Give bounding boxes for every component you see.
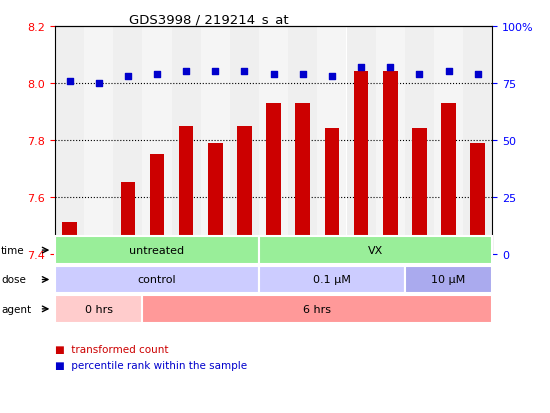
Bar [113, 27, 142, 254]
Text: GDS3998 / 219214_s_at: GDS3998 / 219214_s_at [129, 13, 289, 26]
Point [182, 69, 191, 76]
Bar [412, 129, 427, 254]
Text: time: time [1, 245, 25, 256]
Text: dose: dose [1, 275, 26, 285]
Bar [91, 243, 106, 254]
Bar [120, 183, 135, 254]
Point [444, 69, 453, 76]
Point [65, 78, 74, 85]
Point [270, 71, 278, 78]
Bar [172, 27, 201, 254]
Text: control: control [138, 275, 177, 285]
Text: ■  percentile rank within the sample: ■ percentile rank within the sample [55, 361, 247, 370]
Bar [324, 129, 339, 254]
Bar [376, 27, 405, 254]
Bar [470, 143, 485, 254]
Point [473, 71, 482, 78]
Bar [295, 104, 310, 254]
Text: 0 hrs: 0 hrs [85, 304, 113, 314]
Bar [259, 27, 288, 254]
Text: 6 hrs: 6 hrs [304, 304, 331, 314]
Bar [237, 126, 252, 254]
Text: untreated: untreated [129, 245, 185, 256]
Text: agent: agent [1, 304, 31, 314]
Point [415, 71, 424, 78]
Text: ■  transformed count: ■ transformed count [55, 344, 168, 354]
Point [356, 64, 365, 71]
Point [95, 80, 103, 87]
Bar [266, 104, 281, 254]
Bar [150, 154, 164, 254]
Point [240, 69, 249, 76]
Text: VX: VX [368, 245, 383, 256]
Point [298, 71, 307, 78]
Text: 0.1 μM: 0.1 μM [313, 275, 351, 285]
Bar [62, 223, 77, 254]
Bar [142, 27, 172, 254]
Bar [463, 27, 492, 254]
Bar [434, 27, 463, 254]
Bar [288, 27, 317, 254]
Bar [201, 27, 230, 254]
Text: 10 μM: 10 μM [431, 275, 466, 285]
Bar [230, 27, 259, 254]
Bar [354, 72, 369, 254]
Point [152, 71, 162, 78]
Bar [208, 143, 223, 254]
Point [123, 74, 133, 80]
Bar [441, 104, 456, 254]
Bar [405, 27, 434, 254]
Bar [317, 27, 346, 254]
Bar [346, 27, 376, 254]
Bar [55, 27, 84, 254]
Point [211, 69, 219, 76]
Bar [179, 126, 194, 254]
Bar [84, 27, 113, 254]
Bar [383, 72, 398, 254]
Point [386, 64, 394, 71]
Point [327, 74, 336, 80]
